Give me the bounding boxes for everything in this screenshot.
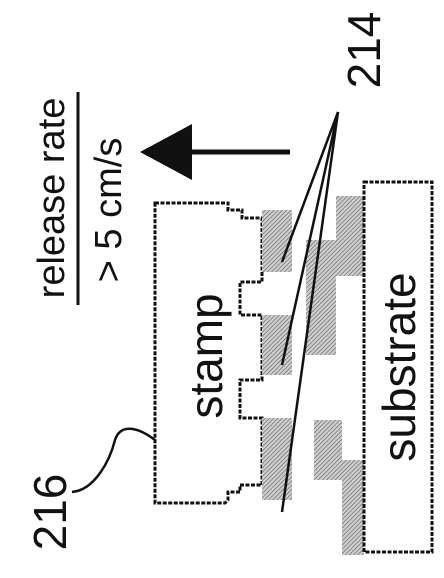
leader-214-top [280, 111, 340, 263]
ink-on-stamp-bottom [262, 418, 292, 500]
stamp-body [153, 201, 264, 505]
ink-on-substrate-lower [314, 420, 342, 480]
ref-214-label: 214 [338, 12, 390, 89]
leader-216 [71, 427, 156, 494]
stamp-label: stamp [180, 293, 232, 418]
leader-214-bottom [280, 111, 340, 513]
substrate-body [362, 180, 434, 554]
release-rate-value: > 5 cm/s [88, 138, 130, 283]
ink-on-substrate-middle [306, 240, 336, 355]
release-arrow-head [140, 124, 192, 180]
substrate-label: substrate [373, 272, 425, 461]
ref-216-label: 216 [24, 474, 76, 551]
ink-on-substrate-edge [342, 460, 364, 555]
ink-on-stamp-top [262, 210, 292, 272]
ink-on-substrate-top [336, 196, 364, 276]
release-rate-title: release rate [31, 98, 73, 299]
leader-214-middle [280, 111, 340, 366]
